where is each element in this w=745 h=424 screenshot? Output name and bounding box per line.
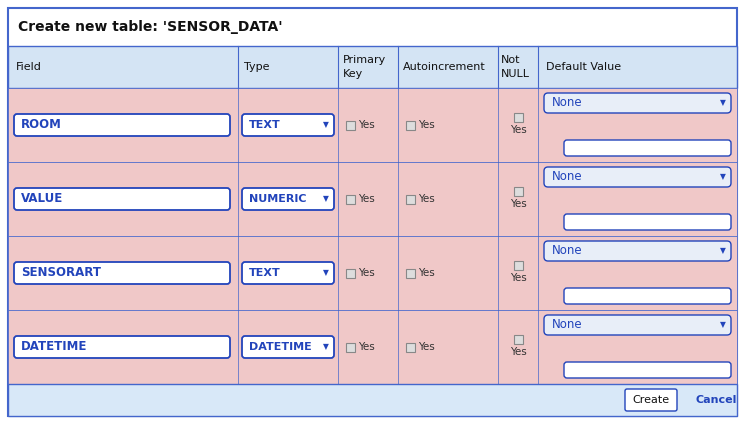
Text: ▼: ▼ [720, 98, 726, 108]
FancyBboxPatch shape [14, 336, 230, 358]
FancyBboxPatch shape [544, 315, 731, 335]
FancyBboxPatch shape [242, 188, 334, 210]
Bar [346, 120, 355, 129]
FancyBboxPatch shape [14, 262, 230, 284]
Text: Default Value: Default Value [546, 62, 621, 72]
Text: DATETIME: DATETIME [249, 342, 311, 352]
Text: ▼: ▼ [720, 173, 726, 181]
Bar [406, 195, 415, 204]
Text: ▼: ▼ [720, 321, 726, 329]
Text: Yes: Yes [418, 120, 435, 130]
Text: Yes: Yes [358, 120, 375, 130]
FancyBboxPatch shape [564, 288, 731, 304]
Bar [8, 88, 737, 162]
Text: Yes: Yes [510, 125, 527, 135]
Bar [406, 268, 415, 277]
Bar [346, 343, 355, 351]
Text: Field: Field [16, 62, 42, 72]
Text: ▼: ▼ [323, 343, 329, 351]
Text: NUMERIC: NUMERIC [249, 194, 306, 204]
Bar [346, 268, 355, 277]
Text: ▼: ▼ [323, 268, 329, 277]
Text: Yes: Yes [418, 194, 435, 204]
Text: None: None [552, 170, 583, 184]
Text: None: None [552, 245, 583, 257]
FancyBboxPatch shape [564, 214, 731, 230]
Text: Yes: Yes [358, 268, 375, 278]
Text: Primary: Primary [343, 55, 386, 65]
Text: Cancel: Cancel [695, 395, 736, 405]
Text: DATETIME: DATETIME [21, 340, 87, 354]
Bar [8, 46, 737, 88]
Text: ▼: ▼ [720, 246, 726, 256]
Text: ▼: ▼ [323, 195, 329, 204]
Bar [8, 310, 737, 384]
Text: Create new table: 'SENSOR_DATA': Create new table: 'SENSOR_DATA' [18, 20, 282, 34]
Text: VALUE: VALUE [21, 192, 63, 206]
FancyBboxPatch shape [564, 140, 731, 156]
FancyBboxPatch shape [564, 362, 731, 378]
Text: Not: Not [501, 55, 521, 65]
Text: ▼: ▼ [323, 120, 329, 129]
Text: Yes: Yes [358, 194, 375, 204]
FancyBboxPatch shape [544, 167, 731, 187]
Text: Type: Type [244, 62, 270, 72]
Bar [513, 187, 522, 196]
Bar [8, 162, 737, 236]
Text: Yes: Yes [418, 268, 435, 278]
Text: Yes: Yes [418, 342, 435, 352]
Bar [8, 236, 737, 310]
FancyBboxPatch shape [544, 241, 731, 261]
FancyBboxPatch shape [242, 262, 334, 284]
FancyBboxPatch shape [242, 114, 334, 136]
Bar [8, 384, 737, 416]
Text: Yes: Yes [510, 273, 527, 283]
Text: NULL: NULL [501, 69, 530, 79]
Text: Key: Key [343, 69, 364, 79]
FancyBboxPatch shape [14, 188, 230, 210]
Text: Autoincrement: Autoincrement [403, 62, 486, 72]
FancyBboxPatch shape [242, 336, 334, 358]
Bar [406, 343, 415, 351]
Text: SENSORART: SENSORART [21, 267, 101, 279]
Bar [406, 120, 415, 129]
Bar [513, 261, 522, 270]
Text: TEXT: TEXT [249, 120, 281, 130]
Text: Yes: Yes [510, 199, 527, 209]
Bar [513, 335, 522, 344]
Text: Create: Create [633, 395, 670, 405]
Text: None: None [552, 97, 583, 109]
Text: Yes: Yes [510, 347, 527, 357]
FancyBboxPatch shape [544, 93, 731, 113]
Text: TEXT: TEXT [249, 268, 281, 278]
Text: ROOM: ROOM [21, 118, 62, 131]
FancyBboxPatch shape [14, 114, 230, 136]
Text: Yes: Yes [358, 342, 375, 352]
Bar [513, 113, 522, 122]
FancyBboxPatch shape [625, 389, 677, 411]
Bar [346, 195, 355, 204]
Text: None: None [552, 318, 583, 332]
